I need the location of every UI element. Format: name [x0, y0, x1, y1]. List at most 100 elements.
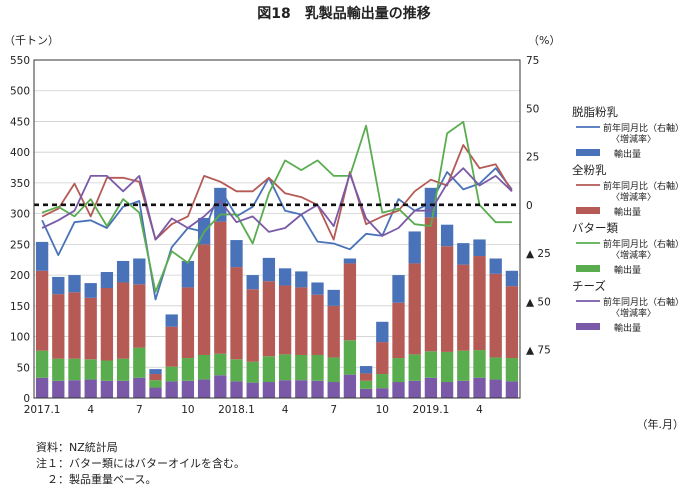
bar-smp: [246, 275, 259, 290]
bar-wmp: [181, 287, 195, 359]
bar-wmp: [165, 326, 178, 367]
bar-smp: [68, 275, 81, 293]
bar-cheese: [440, 382, 454, 398]
bar-smp: [473, 239, 486, 257]
bar-smp: [230, 240, 243, 268]
bar-butter: [165, 366, 178, 382]
bar-butter: [197, 354, 211, 380]
bar-smp: [149, 369, 162, 375]
y-left-tick-label: 200: [10, 270, 30, 282]
legend-bar-label: 輸出量: [614, 264, 641, 276]
bar-cheese: [100, 380, 114, 398]
notes: 資料：NZ統計局 注１：バター類にはバターオイルを含む。 ２：製品重量ベース。: [36, 440, 245, 488]
bar-butter: [278, 354, 292, 381]
y-right-axis-label: （%）: [528, 34, 560, 47]
bar-butter: [408, 354, 421, 381]
plot-frame: [33, 59, 521, 399]
y-left-tick-label: 100: [10, 332, 30, 344]
bar-butter: [230, 359, 243, 382]
bar-cheese: [424, 377, 438, 398]
bar-smp: [376, 321, 389, 343]
bar-butter: [359, 380, 373, 389]
bar-butter: [100, 360, 114, 381]
bar-wmp: [214, 221, 227, 354]
bar-smp: [35, 241, 49, 271]
bar-wmp: [311, 294, 324, 355]
x-tick-label: 4: [282, 404, 289, 416]
y-right-tick-label: 0: [526, 200, 533, 212]
legend-group-title: チーズ: [572, 279, 606, 293]
bar-cheese: [68, 380, 81, 398]
bar-wmp: [489, 273, 502, 358]
bar-wmp: [457, 264, 470, 351]
bar-wmp: [408, 263, 421, 355]
bar-butter: [489, 357, 502, 380]
x-tick-label: 10: [376, 404, 389, 416]
yoy-lines: [34, 120, 520, 301]
y-left-axis-label: （千トン）: [4, 34, 59, 47]
legend-bar-swatch: [576, 323, 600, 330]
y-left-tick-label: 50: [17, 362, 30, 374]
bar-butter: [457, 350, 470, 381]
bar-cheese: [230, 381, 243, 398]
y-right-tick-label: ▲ 50: [526, 296, 551, 308]
axes: [33, 59, 521, 399]
bar-cheese: [505, 381, 519, 398]
y-right-ticks: 75 50 25 0 ▲ 25 ▲ 50 ▲ 75: [526, 55, 551, 357]
x-ticks: 2017.1 4 7 10 2018.1 4 7 10 2019.1 4: [24, 404, 483, 416]
bar-cheese: [295, 380, 308, 398]
bar-cheese: [278, 380, 292, 398]
bar-smp: [52, 276, 65, 295]
bar-wmp: [197, 244, 211, 355]
bar-smp: [343, 258, 357, 264]
bar-smp: [295, 271, 308, 288]
bar-cheese: [84, 379, 97, 398]
bar-wmp: [343, 263, 357, 341]
bar-wmp: [440, 246, 454, 352]
bar-cheese: [52, 380, 65, 398]
chart-title: 図18 乳製品輸出量の推移: [257, 5, 430, 22]
y-right-tick-label: ▲ 25: [526, 248, 551, 260]
bar-wmp: [473, 256, 486, 351]
bar-cheese: [181, 380, 195, 398]
legend-line-sublabel: 〈増減率〉: [611, 133, 656, 145]
legend-line-label: 前年同月比（右軸）: [603, 122, 684, 134]
bar-smp: [457, 243, 470, 265]
bar-butter: [473, 350, 486, 378]
legend-group-title: 全粉乳: [572, 163, 607, 177]
bar-wmp: [35, 270, 49, 351]
bar-wmp: [246, 289, 259, 362]
bar-cheese: [197, 379, 211, 398]
legend-line-label: 前年同月比（右軸）: [603, 238, 684, 250]
yoy-line-smp: [41, 167, 513, 301]
legend: 脱脂粉乳前年同月比（右軸）〈増減率〉輸出量全粉乳前年同月比（右軸）〈増減率〉輸出…: [572, 105, 684, 334]
bar-cheese: [165, 381, 178, 398]
y-left-tick-label: 350: [10, 178, 30, 190]
bar-butter: [440, 351, 454, 383]
bar-cheese: [133, 377, 146, 398]
yoy-line-butter: [41, 120, 512, 293]
legend-line-sublabel: 〈増減率〉: [611, 191, 656, 203]
y-left-ticks: 0 50 100 150 200 250 300 350 400 450 500 550: [10, 55, 30, 405]
legend-bar-swatch: [576, 149, 600, 156]
bar-wmp: [424, 217, 438, 352]
legend-line-sublabel: 〈増減率〉: [611, 307, 656, 319]
bar-cheese: [489, 379, 502, 398]
bar-smp: [359, 366, 373, 374]
bar-cheese: [149, 387, 162, 398]
bar-cheese: [457, 380, 470, 398]
y-right-tick-label: 25: [526, 152, 539, 164]
y-left-tick-label: 500: [10, 86, 30, 98]
y-left-tick-label: 150: [10, 301, 30, 313]
bar-smp: [165, 314, 178, 327]
x-tick-label: 2017.1: [24, 404, 61, 416]
legend-bar-swatch: [576, 207, 600, 214]
bar-wmp: [359, 373, 373, 381]
bar-smp: [116, 260, 130, 283]
legend-bar-label: 輸出量: [614, 206, 641, 218]
bar-butter: [149, 380, 162, 388]
bar-wmp: [149, 374, 162, 381]
y-left-tick-label: 0: [23, 393, 30, 405]
bar-wmp: [262, 281, 276, 357]
bar-butter: [295, 354, 308, 381]
